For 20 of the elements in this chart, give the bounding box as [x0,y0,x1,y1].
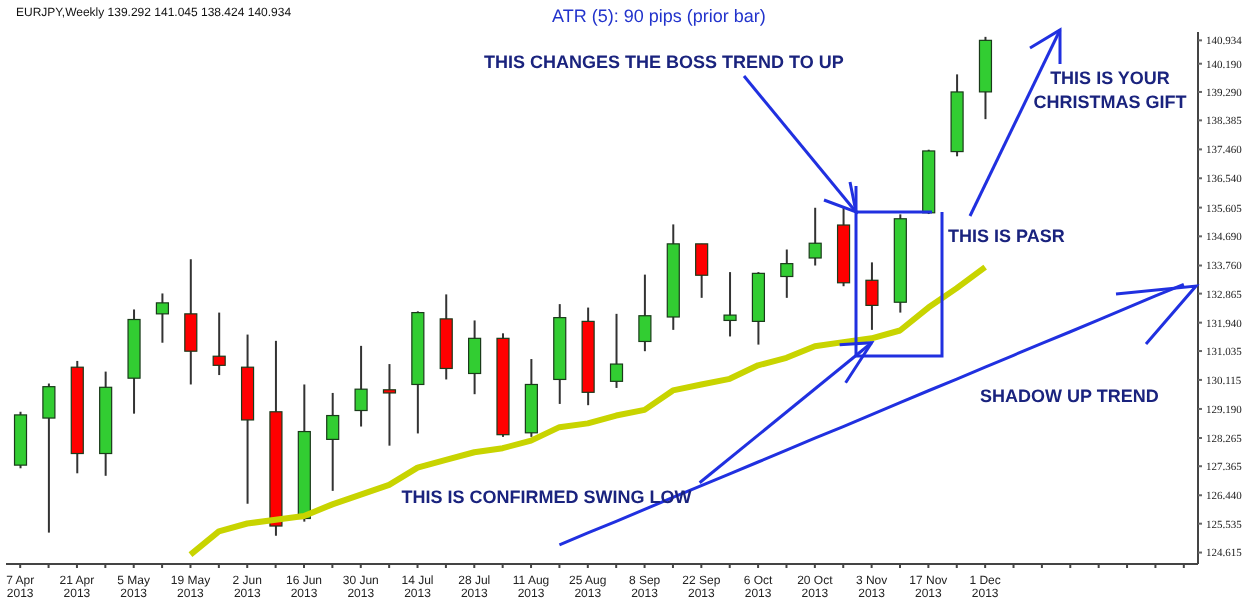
candlestick [808,206,822,267]
annotation: THIS CHANGES THE BOSS TREND TO UP [484,52,844,72]
text: ATR (5): 90 pips (prior bar) [552,6,766,26]
candlestick [155,292,170,344]
annotation: THIS IS PASR [948,226,1065,246]
candlestick [723,271,737,338]
candlestick [865,261,879,331]
candlestick [382,363,397,447]
candlestick [468,319,482,396]
candlestick [638,273,652,353]
candlestick [42,382,56,534]
annotation: SHADOW UP TREND [980,386,1159,406]
candlestick [212,311,226,377]
candlestick [326,391,340,492]
candlestick [184,258,198,386]
candlestick [354,344,368,428]
annotation: THIS IS YOUR CHRISTMAS GIFT [1031,66,1189,114]
candlestick [780,248,794,299]
candlestick [609,312,624,389]
candlestick [695,242,709,299]
